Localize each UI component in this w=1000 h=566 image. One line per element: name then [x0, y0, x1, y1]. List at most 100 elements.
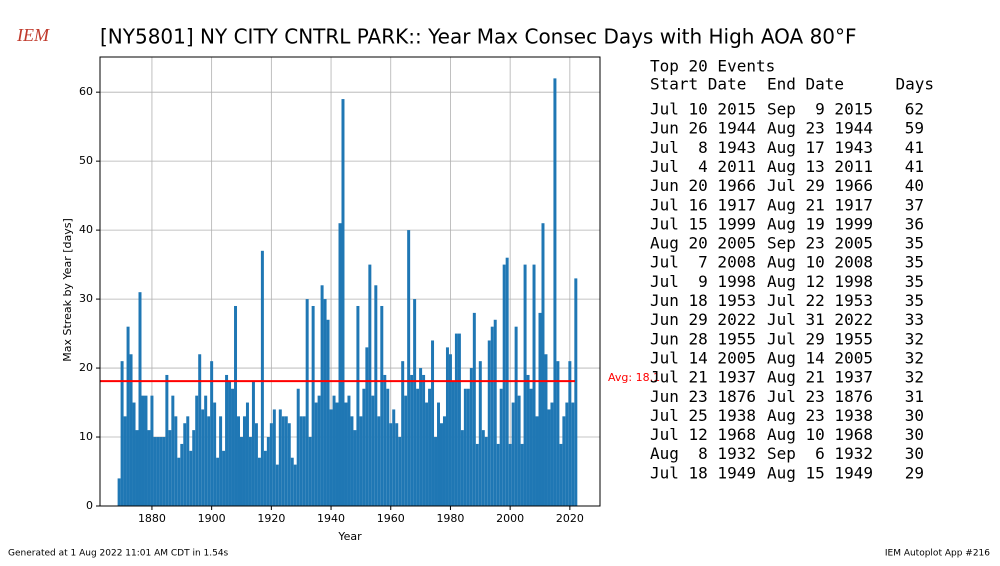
bar: [425, 402, 429, 506]
bar: [314, 402, 318, 506]
bar: [368, 264, 372, 506]
table-cell: 41: [905, 157, 924, 176]
bar: [416, 388, 420, 506]
bar: [219, 416, 223, 506]
bar: [371, 395, 375, 506]
bar: [263, 450, 267, 506]
bar: [568, 361, 572, 506]
bar: [290, 457, 294, 506]
bar: [398, 437, 402, 506]
bar: [404, 395, 408, 506]
bar: [559, 443, 563, 506]
table-cell: Jun 29 2022: [650, 310, 756, 329]
table-cell: 29: [905, 463, 924, 482]
table-cell: Aug 23 1938: [767, 406, 873, 425]
table-cell: Jul 7 2008: [650, 253, 756, 272]
table-cell: Jul 12 1968: [650, 425, 756, 444]
bar: [547, 409, 551, 506]
bar: [538, 312, 542, 506]
y-tick-label: 20: [79, 361, 93, 374]
table-cell: Jun 28 1955: [650, 329, 756, 348]
bar: [413, 299, 417, 506]
table-cell: Jul 9 1998: [650, 272, 756, 291]
bar: [204, 395, 208, 506]
table-cell: Aug 8 1932: [650, 444, 756, 463]
bar: [410, 374, 414, 506]
bar: [260, 250, 264, 506]
bar: [248, 437, 252, 506]
chart-title: [NY5801] NY CITY CNTRL PARK:: Year Max C…: [100, 25, 857, 49]
bar: [514, 326, 518, 506]
table-cell: 59: [905, 119, 924, 138]
x-tick-label: 2020: [556, 512, 584, 525]
table-cell: Aug 10 1968: [767, 425, 873, 444]
bar: [317, 395, 321, 506]
bar: [574, 278, 578, 506]
table-cell: Jul 31 2022: [767, 310, 873, 329]
bar: [237, 416, 240, 506]
bar: [198, 354, 202, 506]
logo: IEM: [16, 25, 50, 45]
bar: [478, 361, 482, 506]
bar: [481, 430, 485, 506]
bar: [395, 423, 399, 506]
table-cell: Aug 19 1999: [767, 214, 873, 233]
bar: [189, 450, 193, 506]
table-cell: Aug 17 1943: [767, 138, 873, 157]
table-cell: 36: [905, 214, 924, 233]
footer-left: Generated at 1 Aug 2022 11:01 AM CDT in …: [8, 549, 229, 559]
bar: [117, 478, 121, 506]
bar: [305, 299, 309, 506]
bar: [365, 347, 369, 506]
bar: [120, 361, 124, 506]
y-tick-label: 60: [79, 85, 93, 98]
bar: [210, 361, 214, 506]
table-cell: Jul 29 1955: [767, 329, 873, 348]
bar: [171, 395, 175, 506]
table-cell: 32: [905, 329, 924, 348]
bar: [326, 319, 330, 506]
bar: [517, 395, 521, 506]
bar: [183, 423, 187, 506]
table-cell: Jul 15 1999: [650, 214, 756, 233]
bar: [341, 99, 345, 506]
table-title: Top 20 Events: [650, 57, 775, 76]
table-cell: 32: [905, 368, 924, 387]
bar: [571, 402, 575, 506]
bar: [201, 409, 205, 506]
table-cell: Jul 23 1876: [767, 387, 873, 406]
y-tick-label: 40: [79, 223, 93, 236]
bar: [445, 347, 449, 506]
bar: [407, 230, 411, 506]
bar: [437, 402, 440, 506]
x-axis-label: Year: [337, 530, 362, 543]
x-tick-label: 1940: [317, 512, 345, 525]
bar: [153, 437, 157, 506]
table-cell: 35: [905, 272, 924, 291]
bar: [126, 326, 130, 506]
bar: [386, 388, 390, 506]
table-cell: Jul 8 1943: [650, 138, 756, 157]
bar: [135, 430, 139, 506]
table-cell: Aug 15 1949: [767, 463, 873, 482]
bar: [532, 264, 536, 506]
bar: [269, 423, 273, 506]
bar: [323, 299, 327, 506]
table-header: End Date: [767, 75, 844, 94]
table-cell: Jul 4 2011: [650, 157, 756, 176]
table-cell: Aug 12 1998: [767, 272, 873, 291]
bar: [392, 409, 396, 506]
bar: [362, 388, 366, 506]
bar: [553, 78, 557, 506]
table-cell: 40: [905, 176, 924, 195]
bar: [234, 305, 238, 506]
table-cell: Sep 9 2015: [767, 100, 873, 119]
footer-right: IEM Autoplot App #216: [885, 549, 990, 559]
bar: [174, 416, 178, 506]
bar: [132, 402, 136, 506]
bar: [272, 409, 276, 506]
x-tick-label: 1880: [138, 512, 166, 525]
bar: [302, 416, 306, 506]
bar: [144, 395, 148, 506]
table-cell: Jun 20 1966: [650, 176, 756, 195]
